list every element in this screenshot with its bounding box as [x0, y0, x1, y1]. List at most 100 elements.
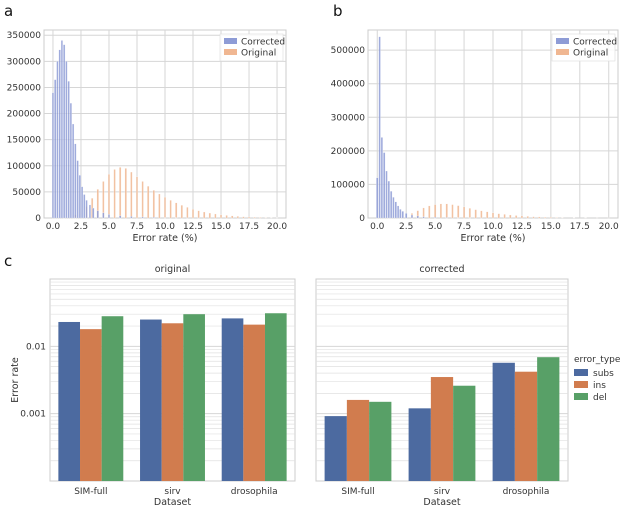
x-tick-label: 20.0 [599, 222, 619, 232]
x-tick-label: 17.5 [239, 222, 259, 232]
bar-ins [430, 377, 454, 481]
x-tick-label: 2.5 [74, 222, 88, 232]
y-tick-label: 0.001 [20, 410, 46, 420]
x-axis-label: Dataset [423, 497, 460, 508]
histogram-bar-corrected [376, 177, 379, 219]
bar-del [264, 313, 287, 481]
histogram-bar-corrected [85, 200, 88, 219]
bar-del [101, 316, 124, 481]
histogram-bar-corrected [130, 216, 133, 219]
y-tick-label: 100000 [7, 162, 42, 172]
histogram-bar-original [231, 215, 234, 219]
histogram-bar-original [119, 167, 122, 219]
y-tick-label: 400000 [331, 80, 366, 90]
bar-subs [408, 408, 431, 481]
legend-label-ins: ins [593, 381, 606, 391]
x-tick-label: SIM-full [74, 487, 107, 497]
histogram-bar-original [175, 202, 178, 219]
y-tick-label: 100000 [331, 180, 366, 190]
histogram-bar-original [259, 217, 262, 219]
histogram-bar-corrected [378, 36, 381, 219]
histogram-bar-corrected [96, 210, 99, 219]
histogram-bar-corrected [141, 216, 144, 219]
histogram-bar-original [503, 214, 506, 219]
x-tick-label: 15.0 [211, 222, 231, 232]
histogram-bar-original [186, 207, 189, 219]
legend-label-original: Original [573, 49, 608, 59]
x-tick-label: drosophila [503, 487, 550, 497]
bar-del [369, 401, 392, 481]
histogram-bar-original [474, 209, 477, 219]
legend-swatch-original [224, 49, 237, 55]
histogram-a: 0.0 2.5 5.0 7.5 10.0 12.5 15.0 17.5 20.0 0 50000 10… [7, 29, 287, 244]
histogram-bar-corrected [422, 216, 425, 219]
histogram-bar-original [549, 217, 552, 219]
histogram-bar-original [214, 213, 217, 219]
histogram-bar-original [434, 204, 437, 219]
histogram-bar-original [486, 211, 489, 219]
x-tick-label: 12.5 [183, 222, 203, 232]
histogram-bar-original [225, 215, 228, 219]
histogram-bar-original [468, 208, 471, 219]
histogram-bar-corrected [54, 79, 57, 219]
histogram-bar-corrected [434, 217, 437, 219]
histogram-bar-corrected [152, 217, 155, 219]
legend-label-subs: subs [593, 369, 614, 379]
histogram-bar-corrected [107, 214, 111, 219]
panel-letter-b: b [333, 2, 343, 20]
histogram-bar-corrected [392, 197, 395, 219]
histogram-bar-original [180, 205, 183, 219]
legend-label-corrected: Corrected [241, 38, 285, 48]
histogram-bar-corrected [119, 215, 122, 219]
histogram-bar-original [248, 216, 251, 219]
histogram-bar-original [428, 205, 431, 219]
y-tick-label: 300000 [331, 113, 366, 123]
histogram-bar-original [538, 216, 541, 219]
bar-subs [58, 321, 81, 481]
histogram-bar-original [555, 217, 558, 219]
histogram-bar-corrected [445, 217, 448, 219]
bar-subs [492, 362, 515, 481]
histogram-bar-corrected [405, 213, 408, 219]
histogram-bar-original [208, 212, 211, 219]
legend-label-corrected: Corrected [573, 38, 617, 48]
histogram-bar-original [526, 216, 529, 219]
bar-ins [80, 329, 102, 481]
histogram-bar-original [253, 217, 256, 219]
histogram-bar-corrected [102, 212, 105, 219]
histogram-bar-corrected [78, 175, 81, 219]
histogram-bar-corrected [380, 137, 383, 219]
bar-ins [514, 371, 538, 481]
x-tick-label: 5.0 [428, 222, 443, 232]
legend-label-original: Original [241, 49, 276, 59]
x-axis-label: Error rate (%) [133, 233, 198, 244]
x-tick-label: 7.5 [457, 222, 471, 232]
histogram-bar-original [463, 206, 466, 219]
x-tick-label: 20.0 [267, 222, 287, 232]
x-tick-label: 5.0 [102, 222, 117, 232]
histogram-bar-original [520, 215, 523, 219]
histogram-bar-corrected [410, 214, 414, 219]
histogram-bar-corrected [60, 40, 63, 219]
legend-swatch-subs [574, 369, 588, 376]
x-tick-label: 2.5 [399, 222, 413, 232]
histogram-bar-original [191, 208, 195, 219]
facet-title: original [155, 264, 191, 275]
histogram-bar-original [422, 207, 425, 219]
histogram-bar-corrected [69, 102, 72, 219]
x-tick-label: 0.0 [370, 222, 385, 232]
histogram-bar-original [445, 203, 448, 219]
histogram-bar-corrected [390, 191, 393, 219]
histogram-bar-original [544, 217, 547, 219]
histogram-bar-original [480, 210, 483, 219]
histogram-bar-original [197, 210, 200, 219]
histogram-bar-corrected [394, 201, 397, 219]
x-tick-label: 10.0 [483, 222, 503, 232]
histogram-bar-original [457, 205, 460, 219]
y-tick-label: 0 [35, 214, 41, 224]
histogram-bar-corrected [74, 143, 77, 219]
y-axis-label: Error rate [10, 357, 21, 403]
legend-swatch-del [574, 393, 588, 400]
histogram-bar-corrected [58, 49, 61, 219]
histogram-bar-original [532, 216, 535, 219]
